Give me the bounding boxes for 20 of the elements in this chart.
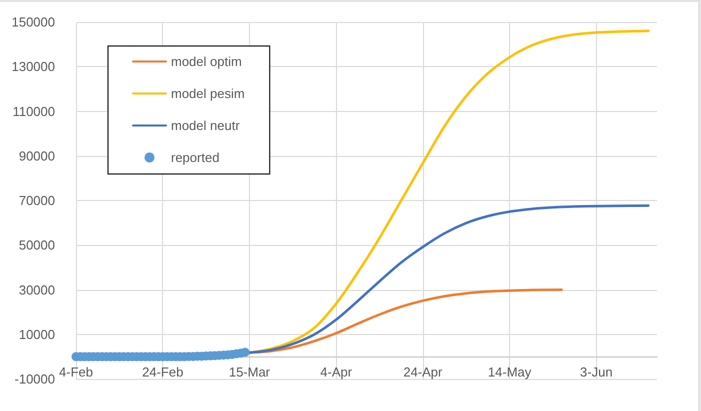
x-tick-label: 4-Feb [59,364,93,380]
y-tick-label: 110000 [12,104,55,119]
y-tick-label: 50000 [18,238,55,253]
legend-label: model neutr [171,118,240,133]
y-tick-label: 90000 [18,148,55,164]
x-tick-label: 15-Mar [228,364,271,380]
y-tick-label: 130000 [12,59,55,74]
y-tick-label: 10000 [18,326,55,342]
x-tick-label: 3-Jun [580,364,613,380]
x-tick-label: 24-Apr [403,364,444,380]
x-tick-label: 24-Feb [142,364,184,380]
legend-label: reported [171,150,220,165]
y-tick-label: 150000 [12,14,55,30]
y-tick-label: 30000 [18,282,55,298]
legend-label: model pesim [171,86,245,101]
legend-label: model optim [171,54,242,69]
x-tick-label: 14-May [488,364,532,380]
y-tick-label: -10000 [14,372,55,386]
y-tick-label: 70000 [18,193,55,208]
x-tick-label: 4-Apr [320,364,353,380]
